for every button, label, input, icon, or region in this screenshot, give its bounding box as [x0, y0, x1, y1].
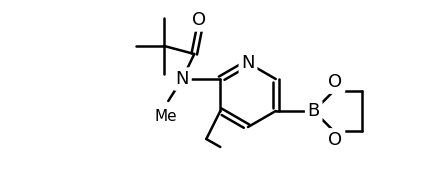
Text: B: B — [308, 102, 320, 120]
Text: Me: Me — [155, 109, 178, 124]
Text: N: N — [241, 54, 255, 72]
Text: O: O — [328, 73, 342, 91]
Text: O: O — [328, 131, 342, 149]
Text: O: O — [192, 11, 206, 29]
Text: N: N — [175, 70, 189, 88]
